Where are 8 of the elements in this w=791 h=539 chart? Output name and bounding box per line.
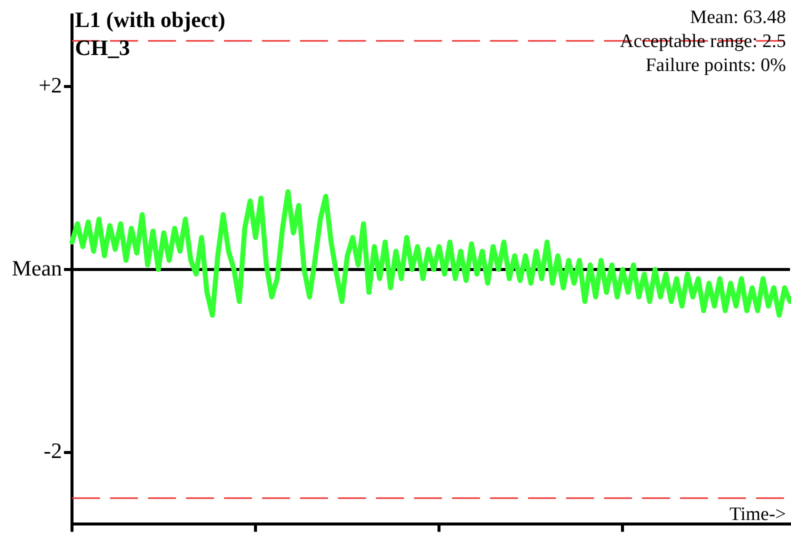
y-tick-label: +2 — [38, 72, 62, 98]
y-tick-label: -2 — [44, 438, 62, 464]
annotation: Failure points: 0% — [646, 55, 786, 76]
chart-title: L1 (with object) — [75, 7, 226, 32]
y-tick-label: Mean — [12, 255, 62, 280]
text: CH_3 — [75, 35, 130, 60]
annotation: Mean: 63.48 — [690, 7, 786, 28]
x-axis-title: Time-> — [730, 504, 786, 525]
